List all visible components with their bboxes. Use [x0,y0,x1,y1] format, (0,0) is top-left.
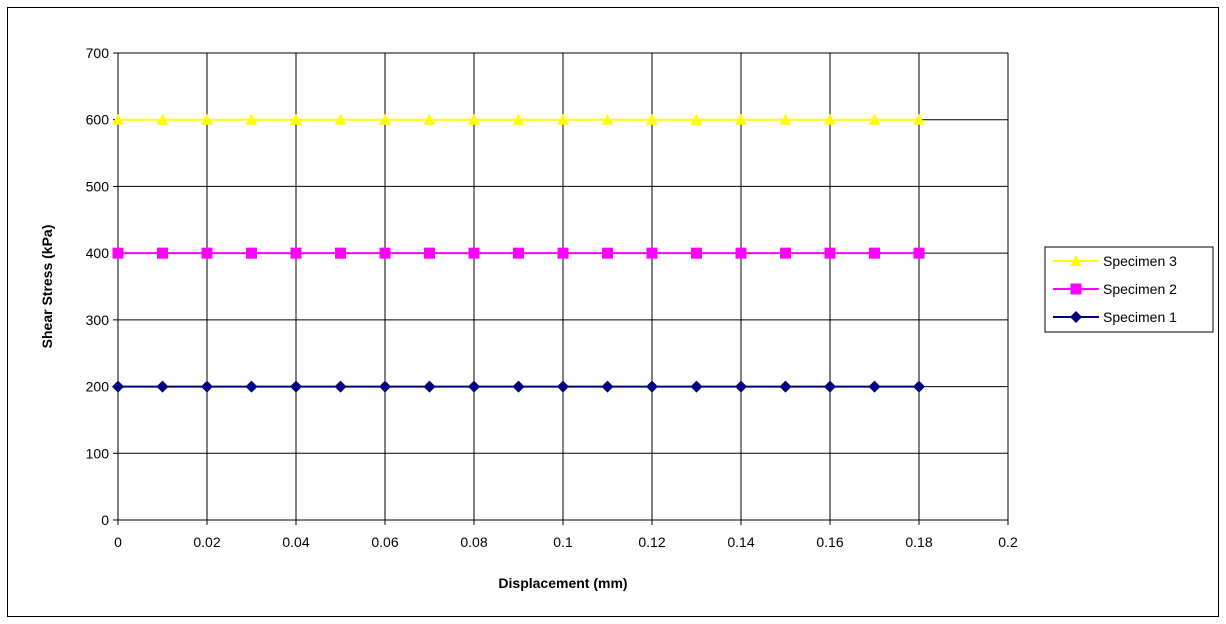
data-point [735,247,747,259]
y-tick-label: 300 [86,312,110,328]
data-point [780,247,791,259]
data-point [290,380,302,393]
x-tick-label: 0.1 [553,534,573,550]
data-point [513,247,524,259]
data-point [557,380,569,393]
y-tick-label: 600 [86,112,110,128]
data-point [869,247,880,259]
data-point [290,113,302,125]
data-point [735,113,747,125]
data-point [691,247,702,259]
x-tick-label: 0.06 [371,534,398,550]
x-tick-label: 0.18 [905,534,932,550]
data-point [602,247,613,259]
data-point [112,247,124,259]
x-tick-label: 0.2 [998,534,1018,550]
data-point [913,113,925,125]
series-2 [112,247,925,259]
x-tick-label: 0.16 [816,534,843,550]
data-point [468,113,480,125]
data-point [112,380,124,393]
data-point [334,380,347,393]
data-point [512,380,525,393]
data-point [646,380,658,393]
legend-item: Specimen 2 [1053,281,1177,297]
legend-label: Specimen 3 [1103,253,1177,269]
y-tick-label: 700 [86,45,110,61]
data-point [868,380,881,393]
y-tick-labels: 0 100 200 300 400 500 600 700 [86,45,110,528]
data-point [690,113,703,125]
data-point [646,113,658,125]
series [112,113,925,393]
data-point [779,380,792,393]
data-point [334,113,347,125]
data-point [824,247,836,259]
data-point [913,380,925,393]
series-3 [112,380,925,393]
data-point [779,113,792,125]
y-tick-label: 100 [86,445,110,461]
data-point [601,380,614,393]
y-tick-label: 400 [86,245,110,261]
data-point [246,247,257,259]
legend: Specimen 3 Specimen 2 Specimen 1 [1044,246,1214,333]
legend-item: Specimen 3 [1053,253,1177,269]
data-point [201,113,213,125]
x-tick-label: 0.12 [638,534,665,550]
x-axis-title: Displacement (mm) [498,575,627,591]
data-point [690,380,703,393]
x-tick-label: 0.04 [282,534,309,550]
y-axis-title: Shear Stress (kPa) [39,225,55,349]
chart-frame [7,7,1219,617]
x-tick-label: 0.14 [727,534,754,550]
data-point [557,247,569,259]
data-point [245,113,258,125]
legend-item: Specimen 1 [1053,309,1177,325]
legend-marker [1070,311,1082,323]
data-point [201,380,213,393]
data-point [290,247,302,259]
data-point [156,113,169,125]
data-point [468,380,480,393]
data-point [735,380,747,393]
data-point [646,247,658,259]
series-1 [112,113,925,125]
legend-label: Specimen 1 [1103,309,1177,325]
y-tick-label: 200 [86,379,110,395]
legend-marker [1070,283,1082,295]
data-point [156,380,169,393]
data-point [824,113,836,125]
data-point [335,247,346,259]
data-point [424,247,435,259]
data-point [557,113,569,125]
data-point [245,380,258,393]
data-point [201,247,213,259]
x-tick-label: 0 [114,534,122,550]
data-point [601,113,614,125]
data-point [379,247,391,259]
x-tick-label: 0.02 [193,534,220,550]
data-point [423,380,436,393]
x-tick-labels: 0 0.02 0.04 0.06 0.08 0.1 0.12 0.14 0.16 0.18 0.2 [114,534,1018,550]
data-point [157,247,168,259]
data-point [423,113,436,125]
y-tick-label: 500 [86,178,110,194]
data-point [468,247,480,259]
data-point [512,113,525,125]
y-tick-label: 0 [101,512,109,528]
data-point [868,113,881,125]
data-point [913,247,925,259]
data-point [112,113,124,125]
legend-marker [1070,255,1082,266]
data-point [379,113,391,125]
legend-label: Specimen 2 [1103,281,1177,297]
data-point [824,380,836,393]
x-tick-label: 0.08 [460,534,487,550]
data-point [379,380,391,393]
